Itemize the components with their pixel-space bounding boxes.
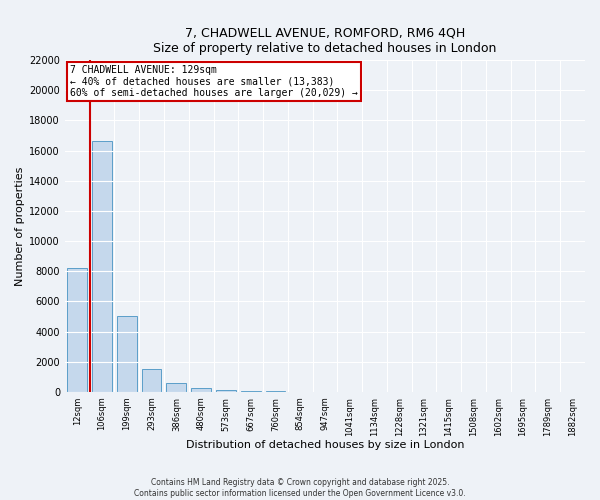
Text: Contains HM Land Registry data © Crown copyright and database right 2025.
Contai: Contains HM Land Registry data © Crown c… — [134, 478, 466, 498]
Bar — [166, 383, 186, 392]
Bar — [216, 390, 236, 392]
X-axis label: Distribution of detached houses by size in London: Distribution of detached houses by size … — [186, 440, 464, 450]
Bar — [142, 369, 161, 392]
Bar — [241, 391, 260, 392]
Y-axis label: Number of properties: Number of properties — [15, 166, 25, 286]
Bar — [117, 316, 137, 392]
Bar — [191, 388, 211, 392]
Bar — [92, 142, 112, 392]
Text: 7 CHADWELL AVENUE: 129sqm
← 40% of detached houses are smaller (13,383)
60% of s: 7 CHADWELL AVENUE: 129sqm ← 40% of detac… — [70, 65, 358, 98]
Bar — [67, 268, 87, 392]
Title: 7, CHADWELL AVENUE, ROMFORD, RM6 4QH
Size of property relative to detached house: 7, CHADWELL AVENUE, ROMFORD, RM6 4QH Siz… — [153, 26, 497, 54]
